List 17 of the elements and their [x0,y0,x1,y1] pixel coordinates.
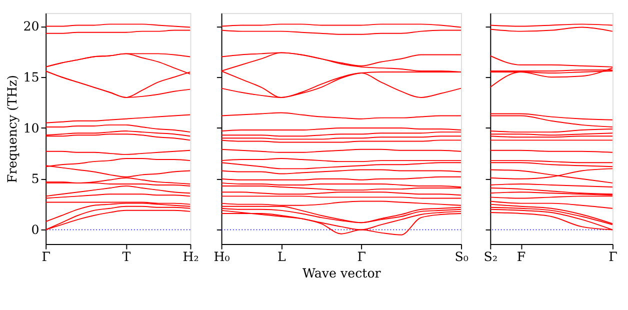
x-tick-label: F [516,248,526,264]
y-tick-label: 5 [31,171,40,186]
y-tick-label: 15 [23,69,40,84]
y-tick-label: 10 [23,120,40,136]
x-tick-label: H₂ [182,248,199,264]
y-tick-label: 20 [23,18,40,34]
x-axis-title: Wave vector [302,265,382,280]
y-axis-title: Frequency (THz) [4,74,20,184]
x-tick-label: T [122,248,132,264]
x-tick-label: Γ [42,248,51,264]
x-tick-label: S₂ [484,248,498,264]
x-tick-label: H₀ [214,248,230,264]
y-tick-label: 0 [31,222,40,238]
x-tick-label: Γ [608,248,618,264]
x-tick-label: Γ [357,248,366,264]
x-tick-label: L [278,248,287,264]
x-tick-label: S₀ [454,248,468,264]
